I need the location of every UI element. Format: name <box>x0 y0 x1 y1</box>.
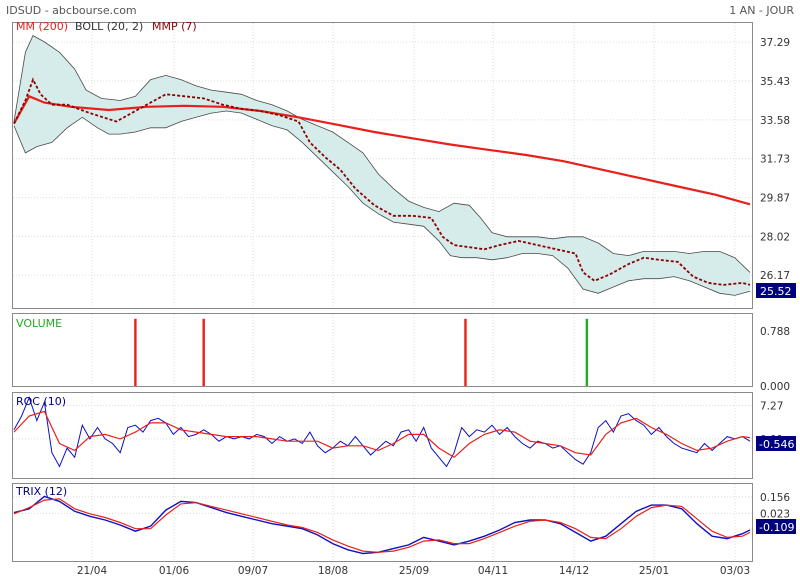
roc-label: ROC (10) <box>16 395 66 408</box>
x-tick-label: 25/01 <box>639 565 669 577</box>
volume-label: VOLUME <box>16 317 62 330</box>
x-tick-label: 21/04 <box>77 565 108 577</box>
x-tick-label: 04/11 <box>478 565 508 577</box>
price-layer <box>13 35 751 296</box>
header-period: 1 AN - JOUR <box>729 4 794 17</box>
x-tick-label: 09/07 <box>238 565 268 577</box>
x-tick-label: 25/09 <box>399 565 429 577</box>
price-y-tick: 29.87 <box>760 193 790 205</box>
x-tick-label: 01/06 <box>159 565 190 577</box>
bollinger-upper-line <box>13 35 751 273</box>
last-price-value: 25.52 <box>760 285 792 298</box>
last-roc-value: -0.546 <box>759 438 794 451</box>
roc-signal-line <box>13 410 751 459</box>
last-trix-value: -0.109 <box>759 521 794 534</box>
last-roc-box <box>756 436 796 451</box>
trix-y-tick: 0.023 <box>760 508 790 520</box>
roc-panel <box>12 392 753 479</box>
roc-y-tick: 7.27 <box>760 401 783 413</box>
mmp7-line <box>13 77 751 286</box>
trix-panel <box>12 483 753 562</box>
price-panel <box>12 22 753 309</box>
last-trix-box <box>756 519 796 534</box>
x-tick-label: 18/08 <box>318 565 348 577</box>
volume-bar <box>202 318 205 386</box>
volume-panel <box>12 313 753 387</box>
price-y-tick: 28.02 <box>760 231 790 243</box>
legend-mm200: MM (200) <box>16 20 68 33</box>
mm200-line <box>13 94 751 206</box>
volume-y-tick: 0.000 <box>760 381 790 393</box>
trix-signal-line <box>13 498 751 553</box>
roc-line <box>13 396 751 468</box>
price-y-tick: 31.73 <box>760 154 790 166</box>
roc-layer <box>13 396 751 468</box>
header-title: IDSUD - abcbourse.com <box>6 4 137 17</box>
x-tick-label: 14/12 <box>559 565 589 577</box>
legend-boll: BOLL (20, 2) <box>75 20 143 33</box>
volume-bar <box>464 318 467 386</box>
bollinger-band <box>14 35 750 296</box>
volume-bar <box>134 318 137 386</box>
trix-y-tick: 0.156 <box>760 492 790 504</box>
volume-bar <box>585 318 589 386</box>
legend-mmp7: MMP (7) <box>152 20 197 33</box>
volume-y-tick: 0.788 <box>760 326 790 338</box>
last-price-box <box>756 283 796 298</box>
price-y-tick: 26.17 <box>760 270 790 282</box>
price-y-tick: 37.29 <box>760 37 790 49</box>
price-y-tick: 33.58 <box>760 115 790 127</box>
volume-layer <box>134 318 589 386</box>
axis-layer: 21/04 01/06 09/07 18/08 25/09 04/11 14/12 25/01… <box>77 37 791 577</box>
trix-layer <box>13 495 751 555</box>
trix-line <box>13 495 751 555</box>
trix-label: TRIX (12) <box>15 485 67 498</box>
bollinger-lower-line <box>13 110 751 296</box>
price-y-tick: 35.43 <box>760 76 790 88</box>
x-tick-label: 03/03 <box>720 565 750 577</box>
